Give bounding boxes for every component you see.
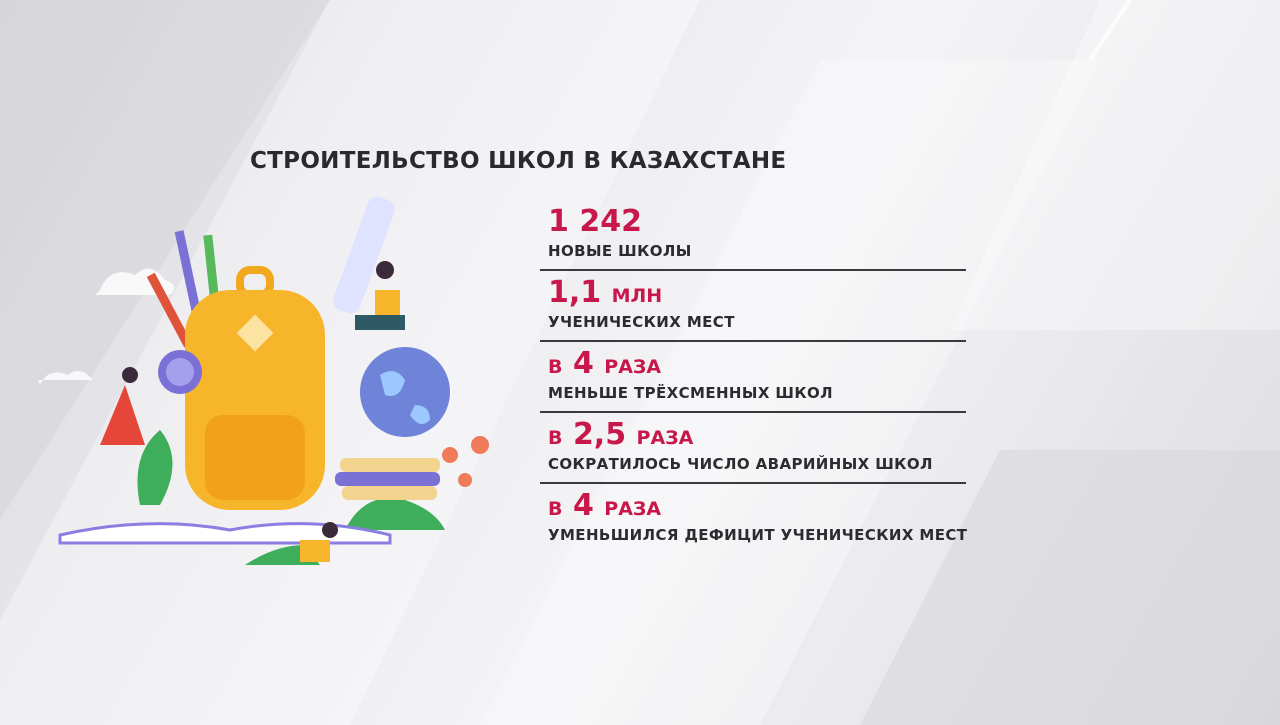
stat-emergency-schools: В 2,5 РАЗА СОКРАТИЛОСЬ ЧИСЛО АВАРИЙНЫХ Ш… — [540, 417, 966, 489]
stat-student-places: 1,1 МЛН УЧЕНИЧЕСКИХ МЕСТ — [540, 275, 966, 347]
stat-value: 1 242 — [548, 204, 642, 239]
school-backpack-illustration — [38, 196, 489, 565]
stat-new-schools: 1 242 НОВЫЕ ШКОЛЫ — [540, 204, 966, 276]
stat-value: 1,1 МЛН — [548, 275, 663, 310]
stat-value: В 4 РАЗА — [548, 488, 662, 523]
stats-list: 1 242 НОВЫЕ ШКОЛЫ 1,1 МЛН УЧЕНИЧЕСКИХ МЕ… — [540, 204, 968, 560]
page-title: СТРОИТЕЛЬСТВО ШКОЛ В КАЗАХСТАНЕ — [250, 148, 787, 174]
stat-label: СОКРАТИЛОСЬ ЧИСЛО АВАРИЙНЫХ ШКОЛ — [548, 455, 933, 473]
divider — [540, 340, 966, 342]
stat-label: НОВЫЕ ШКОЛЫ — [548, 242, 692, 260]
stat-label: УЧЕНИЧЕСКИХ МЕСТ — [548, 313, 735, 331]
stat-three-shift-schools: В 4 РАЗА МЕНЬШЕ ТРЁХСМЕННЫХ ШКОЛ — [540, 346, 966, 418]
stat-label: МЕНЬШЕ ТРЁХСМЕННЫХ ШКОЛ — [548, 384, 834, 402]
divider — [540, 482, 966, 484]
stat-label: УМЕНЬШИЛСЯ ДЕФИЦИТ УЧЕНИЧЕСКИХ МЕСТ — [548, 526, 968, 544]
stat-value: В 2,5 РАЗА — [548, 417, 694, 452]
divider — [540, 269, 966, 271]
divider — [540, 411, 966, 413]
stat-places-deficit: В 4 РАЗА УМЕНЬШИЛСЯ ДЕФИЦИТ УЧЕНИЧЕСКИХ … — [548, 488, 968, 560]
stat-value: В 4 РАЗА — [548, 346, 662, 381]
